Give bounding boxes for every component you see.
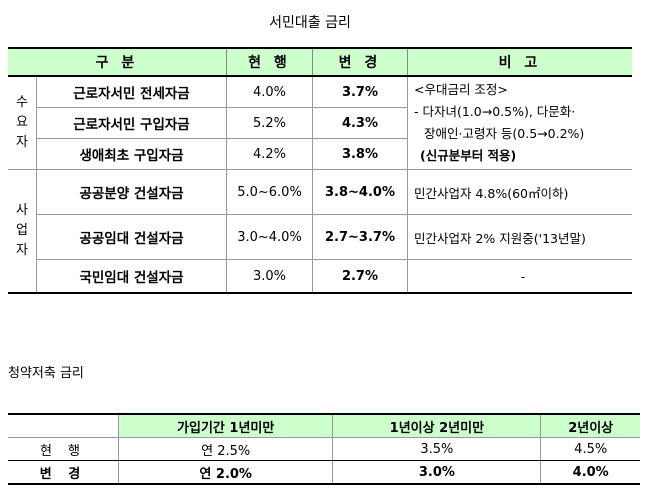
- row-changed: 3.8~4.0%: [312, 169, 408, 215]
- header-period-under-1y: 가입기간 1년미만: [117, 413, 334, 438]
- row-changed: 3.7%: [312, 75, 408, 108]
- row-name: 공공분양 건설자금: [36, 169, 227, 215]
- table-row: 공공임대 건설자금 3.0~4.0% 2.7~3.7% 민간사업자 2% 지원중…: [8, 214, 632, 260]
- group-label-business: 사업자: [8, 169, 37, 294]
- row-current: 5.0~6.0%: [226, 169, 313, 215]
- row-note: -: [406, 259, 632, 294]
- table-row: 현 행 연 2.5% 3.5% 4.5%: [8, 437, 640, 461]
- row-name: 근로자서민 구입자금: [36, 107, 227, 139]
- note-line: (신규분부터 적용): [419, 148, 517, 163]
- header-period-1to2y: 1년이상 2년미만: [332, 413, 542, 438]
- row-label: 변 경: [8, 460, 119, 485]
- row-value: 3.0%: [332, 460, 542, 485]
- table-row: 근로자서민 구입자금 5.2% 4.3%: [8, 107, 632, 139]
- row-current: 4.2%: [226, 138, 313, 170]
- row-current: 3.0~4.0%: [226, 214, 313, 260]
- note-preferential-rate: <우대금리 조정> - 다자녀(1.0→0.5%), 다문화· 장애인·고령자 …: [406, 75, 632, 170]
- row-note: 민간사업자 4.8%(60㎡이하): [406, 169, 632, 215]
- savings-rate-table: 가입기간 1년미만 1년이상 2년미만 2년이상 현 행 연 2.5% 3.5%…: [8, 413, 640, 485]
- row-label: 현 행: [8, 437, 119, 461]
- loan-header-row: 구 분 현 행 변 경 비 고: [8, 47, 632, 77]
- note-line: 장애인·고령자 등(0.5→0.2%): [423, 126, 585, 141]
- header-current: 현 행: [226, 47, 313, 77]
- savings-table-title: 청약저축 금리: [8, 366, 84, 381]
- group-label-demand: 수요자: [8, 75, 37, 170]
- header-note: 비 고: [406, 47, 632, 77]
- note-line: - 다자녀(1.0→0.5%), 다문화·: [413, 104, 576, 119]
- row-current: 3.0%: [226, 259, 313, 294]
- loan-rate-table: 구 분 현 행 변 경 비 고 수요자 근로자서민 전세자금 4.0% 3.7%…: [8, 47, 632, 294]
- row-name: 국민임대 건설자금: [36, 259, 227, 294]
- table-row: 변 경 연 2.0% 3.0% 4.0%: [8, 460, 640, 485]
- row-value: 연 2.5%: [117, 437, 334, 461]
- table-row: 국민임대 건설자금 3.0% 2.7% -: [8, 259, 632, 294]
- row-name: 생애최초 구입자금: [36, 138, 227, 170]
- row-current: 5.2%: [226, 107, 313, 139]
- table-row: 생애최초 구입자금 4.2% 3.8%: [8, 138, 632, 170]
- table-row: 수요자 근로자서민 전세자금 4.0% 3.7% <우대금리 조정> - 다자녀…: [8, 75, 632, 170]
- row-value: 4.5%: [540, 437, 640, 461]
- header-category: 구 분: [8, 47, 227, 77]
- row-value: 3.5%: [332, 437, 542, 461]
- row-value: 연 2.0%: [117, 460, 334, 485]
- row-name: 근로자서민 전세자금: [36, 75, 227, 108]
- header-period-over-2y: 2년이상: [540, 413, 640, 438]
- savings-header-row: 가입기간 1년미만 1년이상 2년미만 2년이상: [8, 413, 640, 438]
- row-changed: 2.7%: [312, 259, 408, 294]
- row-current: 4.0%: [226, 75, 313, 108]
- header-blank: [8, 413, 119, 438]
- row-note: 민간사업자 2% 지원중('13년말): [406, 214, 632, 260]
- table-row: 사업자 공공분양 건설자금 5.0~6.0% 3.8~4.0% 민간사업자 4.…: [8, 169, 632, 294]
- note-line: <우대금리 조정>: [413, 82, 508, 97]
- row-value: 4.0%: [540, 460, 640, 485]
- row-changed: 4.3%: [312, 107, 408, 139]
- loan-table-title: 서민대출 금리: [269, 15, 351, 31]
- row-name: 공공임대 건설자금: [36, 214, 227, 260]
- row-changed: 2.7~3.7%: [312, 214, 408, 260]
- row-changed: 3.8%: [312, 138, 408, 170]
- header-changed: 변 경: [312, 47, 408, 77]
